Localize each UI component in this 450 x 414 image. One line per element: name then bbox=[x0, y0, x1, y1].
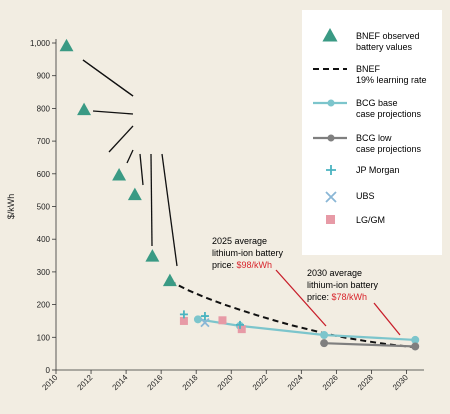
ubs-point bbox=[200, 317, 210, 328]
annotation-leader-lines bbox=[82, 59, 401, 336]
y-axis-label: $/kWh bbox=[6, 194, 16, 220]
legend-label-bnef-learning: BNEF 19% learning rate bbox=[356, 64, 427, 85]
jp-morgan-point bbox=[179, 310, 188, 319]
legend-label-bcg-low: BCG low case projections bbox=[356, 133, 422, 154]
jp-morgan-point bbox=[200, 312, 209, 321]
bnef-observed-point bbox=[145, 249, 160, 262]
annotation-2025-line1: 2025 average bbox=[212, 236, 267, 246]
y-tick-label: 900 bbox=[37, 72, 51, 81]
y-tick-label: 100 bbox=[37, 333, 51, 342]
legend-label-bcg-base-line2: case projections bbox=[356, 109, 422, 119]
legend-label-lg-gm: LG/GM bbox=[356, 215, 385, 225]
y-tick-label: 400 bbox=[37, 235, 51, 244]
leader-line bbox=[126, 149, 134, 164]
legend-label-bnef-observed: BNEF observed battery values bbox=[356, 31, 420, 52]
data-marks bbox=[59, 38, 420, 351]
legend: BNEF observed battery values BNEF 19% lear… bbox=[302, 10, 442, 255]
annotation-2030-line2: lithium-ion battery bbox=[307, 280, 379, 290]
annotation-2030-line3: price: $78/kWh bbox=[307, 292, 367, 302]
leader-line bbox=[92, 110, 134, 115]
annotation-2030-price-value: $78/kWh bbox=[332, 292, 368, 302]
bcg-base-point bbox=[193, 315, 202, 324]
annotation-2025-line3: price: $98/kWh bbox=[212, 260, 272, 270]
bcg-base-point bbox=[411, 335, 420, 344]
bcg-low-point bbox=[411, 342, 420, 351]
leader-line bbox=[82, 59, 134, 97]
legend-symbol-lg-gm bbox=[326, 215, 335, 224]
legend-label-bcg-low-line1: BCG low bbox=[356, 133, 392, 143]
bnef-observed-point bbox=[77, 102, 91, 116]
legend-symbol-bcg-base-dot bbox=[327, 99, 335, 107]
legend-label-bnef-learning-line1: BNEF bbox=[356, 64, 381, 74]
y-tick-label: 300 bbox=[37, 268, 51, 277]
legend-symbol-bnef-observed bbox=[322, 27, 338, 42]
y-tick-label: 500 bbox=[37, 203, 51, 212]
legend-symbol-bcg-low-dot bbox=[327, 134, 335, 142]
bnef-observed-point bbox=[127, 187, 142, 201]
y-tick-label: 0 bbox=[46, 366, 51, 375]
leader-line bbox=[139, 153, 144, 186]
legend-label-bnef-observed-line1: BNEF observed bbox=[356, 31, 420, 41]
y-tick-label: 600 bbox=[37, 170, 51, 179]
y-tick-label: 200 bbox=[37, 301, 51, 310]
annotation-2025-price-label: price: bbox=[212, 260, 237, 270]
bnef-observed-point bbox=[112, 167, 127, 181]
annotation-2025-line2: lithium-ion battery bbox=[212, 248, 284, 258]
legend-label-bnef-learning-line2: 19% learning rate bbox=[356, 75, 427, 85]
leader-line bbox=[108, 125, 134, 153]
bnef-observed-point bbox=[59, 38, 74, 52]
legend-label-bcg-low-line2: case projections bbox=[356, 144, 422, 154]
legend-symbol-ubs bbox=[325, 191, 337, 203]
lg-gm-point bbox=[179, 316, 188, 325]
jp-morgan-point bbox=[236, 320, 244, 329]
bcg-low-point bbox=[320, 339, 329, 348]
legend-box bbox=[302, 10, 442, 255]
bcg-base-point bbox=[320, 331, 329, 340]
legend-label-jp-morgan: JP Morgan bbox=[356, 165, 399, 175]
y-tick-label: 700 bbox=[37, 137, 51, 146]
annotations-group: 2025 average lithium-ion battery price: … bbox=[212, 236, 379, 302]
legend-symbol-jp-morgan bbox=[326, 165, 336, 175]
leader-line bbox=[161, 153, 178, 267]
leader-line bbox=[150, 153, 153, 247]
y-tick-label: 800 bbox=[37, 104, 51, 113]
lg-gm-point bbox=[218, 316, 227, 325]
lg-gm-point bbox=[237, 325, 246, 334]
annotation-2030-line1: 2030 average bbox=[307, 268, 362, 278]
bcg-low-line bbox=[324, 342, 416, 348]
annotation-2025-price-value: $98/kWh bbox=[237, 260, 273, 270]
legend-label-ubs: UBS bbox=[356, 191, 375, 201]
bnef-observed-point bbox=[162, 273, 177, 287]
legend-label-bcg-base-line1: BCG base bbox=[356, 98, 398, 108]
leader-line bbox=[373, 302, 401, 336]
legend-label-bnef-observed-line2: battery values bbox=[356, 42, 413, 52]
leader-line bbox=[275, 269, 327, 327]
y-tick-label: 1,000 bbox=[30, 39, 51, 48]
bnef-learning-curve bbox=[169, 280, 416, 349]
annotation-2030-price-label: price: bbox=[307, 292, 332, 302]
legend-label-bcg-base: BCG base case projections bbox=[356, 98, 422, 119]
